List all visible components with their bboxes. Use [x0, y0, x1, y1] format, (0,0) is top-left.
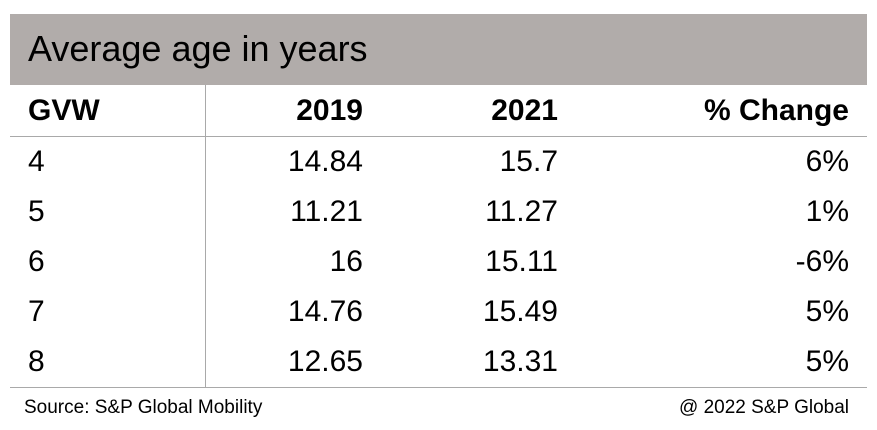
cell-2019: 11.21 — [290, 195, 363, 228]
title-bar: Average age in years — [10, 14, 867, 85]
cell-2021: 15.11 — [485, 245, 558, 278]
cell-2019: 14.84 — [287, 145, 363, 178]
header-gvw: GVW — [10, 85, 206, 137]
cell-2021: 11.27 — [485, 195, 558, 228]
cell-gvw: 6 — [10, 237, 206, 287]
table-row: 6 16 15.11 -6% — [10, 237, 867, 287]
source-note: Source: S&P Global Mobility — [24, 397, 263, 418]
table-title: Average age in years — [28, 28, 368, 69]
table-row: 5 11.21 11.27 1% — [10, 187, 867, 237]
cell-percent-change: -6% — [795, 245, 849, 278]
cell-2021: 15.49 — [482, 295, 558, 328]
cell-2019: 14.76 — [287, 295, 363, 328]
cell-percent-change: 5% — [805, 295, 849, 328]
cell-gvw: 4 — [10, 136, 206, 187]
cell-2019: 12.65 — [205, 337, 383, 388]
header-2019: 2019 — [205, 85, 383, 137]
cell-2019: 16 — [329, 245, 363, 278]
table-row: 4 14.84 15.7 6% — [10, 136, 867, 187]
cell-gvw: 5 — [10, 187, 206, 237]
cell-percent-change: 6% — [805, 145, 849, 178]
cell-gvw: 8 — [10, 337, 206, 388]
header-2021: 2021 — [383, 85, 578, 137]
copyright-note: @ 2022 S&P Global — [679, 397, 849, 418]
cell-percent-change: 1% — [805, 195, 849, 228]
cell-percent-change: 5% — [578, 337, 867, 388]
header-row: GVW 2019 2021 % Change — [10, 85, 867, 137]
table-row: 8 12.65 13.31 5% — [10, 337, 867, 388]
cell-2021: 13.31 — [383, 337, 578, 388]
cell-2021: 15.7 — [499, 145, 558, 178]
table-row: 7 14.76 15.49 5% — [10, 287, 867, 337]
header-percent-change: % Change — [578, 85, 867, 137]
average-age-table: GVW 2019 2021 % Change 4 14.84 15.7 6% 5… — [10, 85, 867, 388]
cell-gvw: 7 — [10, 287, 206, 337]
